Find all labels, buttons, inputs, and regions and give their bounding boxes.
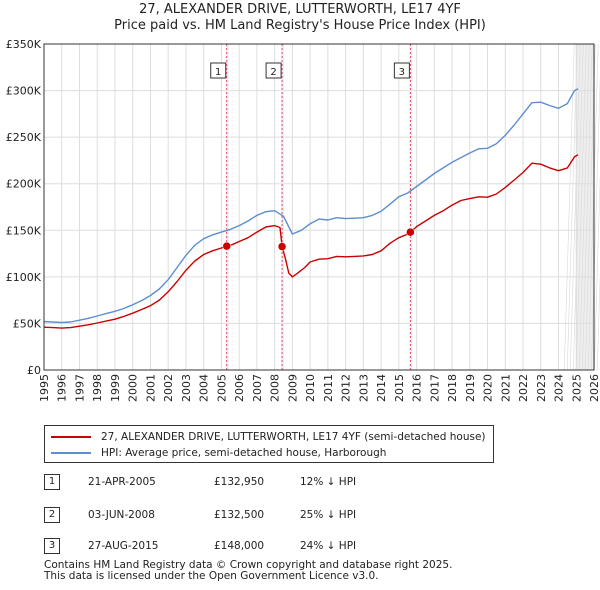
x-tick-label: 2018	[446, 374, 459, 402]
x-tick-label: 2012	[340, 374, 353, 402]
footer-attribution: Contains HM Land Registry data © Crown c…	[44, 560, 452, 582]
x-tick-label: 2016	[411, 374, 424, 402]
sale-label-text: 1	[215, 67, 221, 78]
sale-bands: 1 2 3	[210, 44, 413, 370]
x-tick-label: 2021	[499, 374, 512, 402]
x-tick-label: 2013	[357, 374, 370, 402]
y-tick-label: £150K	[6, 224, 42, 237]
y-tick-label: £300K	[6, 85, 42, 98]
x-tick-label: 1996	[56, 374, 69, 402]
legend-label-property: 27, ALEXANDER DRIVE, LUTTERWORTH, LE17 4…	[101, 431, 486, 443]
sale-label-text: 3	[399, 67, 405, 78]
footer-line2: This data is licensed under the Open Gov…	[44, 570, 379, 582]
y-tick-label: £100K	[6, 271, 42, 284]
x-axis-tick-labels: 1995 1996 1997 1998 1999 2000 2001 2002 2003 2004…	[38, 374, 600, 402]
x-tick-label: 2005	[215, 374, 228, 402]
chart-title: 27, ALEXANDER DRIVE, LUTTERWORTH, LE17 4…	[0, 2, 600, 34]
x-tick-label: 2020	[482, 374, 495, 402]
x-tick-label: 2024	[553, 374, 566, 402]
x-tick-label: 2010	[304, 374, 317, 402]
sale-hpi-diff: 12% ↓ HPI	[300, 476, 357, 488]
sale-number-badge: 1	[44, 474, 60, 490]
sale-hpi-diff: 24% ↓ HPI	[300, 540, 357, 552]
price-chart: 1 2 3 £0 £50K £100K £150K £200K £250K £300K £350K…	[6, 38, 600, 402]
y-tick-label: £350K	[6, 38, 42, 51]
plot-area	[44, 44, 594, 370]
forecast-hatch-line	[569, 43, 581, 371]
forecast-hatch-line	[587, 43, 599, 371]
sale-marker	[222, 241, 231, 251]
sale-date: 21-APR-2005	[88, 476, 156, 488]
sale-price: £148,000	[214, 540, 265, 552]
property-price-line	[43, 154, 579, 329]
chart-title-line2: Price paid vs. HM Land Registry's House …	[114, 18, 486, 33]
x-tick-label: 2022	[517, 374, 530, 402]
legend-swatch-property	[51, 436, 91, 438]
sale-label-box	[393, 62, 410, 79]
forecast-hatch-line	[596, 270, 600, 371]
sale-band	[409, 44, 413, 370]
y-tick-label: £250K	[6, 131, 42, 144]
legend: 27, ALEXANDER DRIVE, LUTTERWORTH, LE17 4…	[44, 425, 494, 463]
x-tick-label: 2004	[198, 374, 211, 402]
forecast-hatch-line	[563, 43, 575, 371]
forecast-hatch-line	[572, 43, 584, 371]
forecast-hatch-line	[593, 173, 600, 371]
y-tick-label: £200K	[6, 178, 42, 191]
x-tick-label: 2017	[428, 374, 441, 402]
sale-price: £132,950	[214, 476, 265, 488]
sale-date: 03-JUN-2008	[88, 509, 155, 521]
y-tick-label: £0	[27, 364, 41, 377]
sale-price: £132,500	[214, 509, 265, 521]
y-tick-label: £50K	[13, 317, 42, 330]
sale-marker	[277, 242, 287, 251]
y-axis-tick-labels: £0 £50K £100K £150K £200K £250K £300K £350K	[6, 38, 42, 377]
hpi-line	[43, 88, 579, 324]
x-tick-label: 2014	[375, 374, 388, 402]
x-tick-label: 2011	[322, 374, 335, 402]
x-tick-label: 1997	[73, 374, 86, 402]
series-lines	[43, 88, 579, 329]
x-tick-label: 2009	[286, 374, 299, 402]
forecast-hatch-line	[566, 43, 578, 371]
sale-label-text: 2	[270, 67, 276, 78]
plot-border	[43, 43, 595, 371]
sale-markers	[222, 227, 415, 251]
x-tick-label: 2007	[251, 374, 264, 402]
sale-label-box	[210, 62, 227, 79]
x-tick-label: 2019	[464, 374, 477, 402]
sale-number-badge: 2	[44, 507, 60, 523]
forecast-hatch-line	[575, 43, 587, 371]
sale-band	[281, 44, 285, 370]
sale-hpi-diff: 25% ↓ HPI	[300, 509, 357, 521]
x-tick-label: 2006	[233, 374, 246, 402]
footer-line1: Contains HM Land Registry data © Crown c…	[44, 559, 453, 571]
forecast-hatch-line	[581, 43, 593, 371]
sale-label-box	[265, 62, 282, 79]
legend-item-property: 27, ALEXANDER DRIVE, LUTTERWORTH, LE17 4…	[51, 430, 486, 444]
legend-item-hpi: HPI: Average price, semi-detached house,…	[51, 446, 386, 460]
sale-marker	[406, 227, 415, 237]
legend-swatch-hpi	[51, 452, 91, 454]
x-tick-label: 2002	[162, 374, 175, 402]
sale-band	[225, 44, 229, 370]
x-tick-label: 2001	[144, 374, 157, 402]
x-tick-label: 1999	[109, 374, 122, 402]
x-tick-label: 2003	[180, 374, 193, 402]
legend-label-hpi: HPI: Average price, semi-detached house,…	[101, 447, 387, 459]
x-tick-label: 1998	[91, 374, 104, 402]
x-tick-label: 2025	[570, 374, 583, 402]
x-tick-label: 2015	[393, 374, 406, 402]
sale-number-badge: 3	[44, 538, 60, 554]
x-tick-label: 2008	[269, 374, 282, 402]
forecast-hatch-line	[578, 43, 590, 371]
x-tick-label: 2000	[127, 374, 140, 402]
x-tick-label: 2023	[535, 374, 548, 402]
chart-title-line1: 27, ALEXANDER DRIVE, LUTTERWORTH, LE17 4…	[139, 2, 461, 17]
x-tick-label: 2026	[588, 374, 600, 402]
sale-date: 27-AUG-2015	[88, 540, 159, 552]
x-tick-label: 1995	[38, 374, 51, 402]
